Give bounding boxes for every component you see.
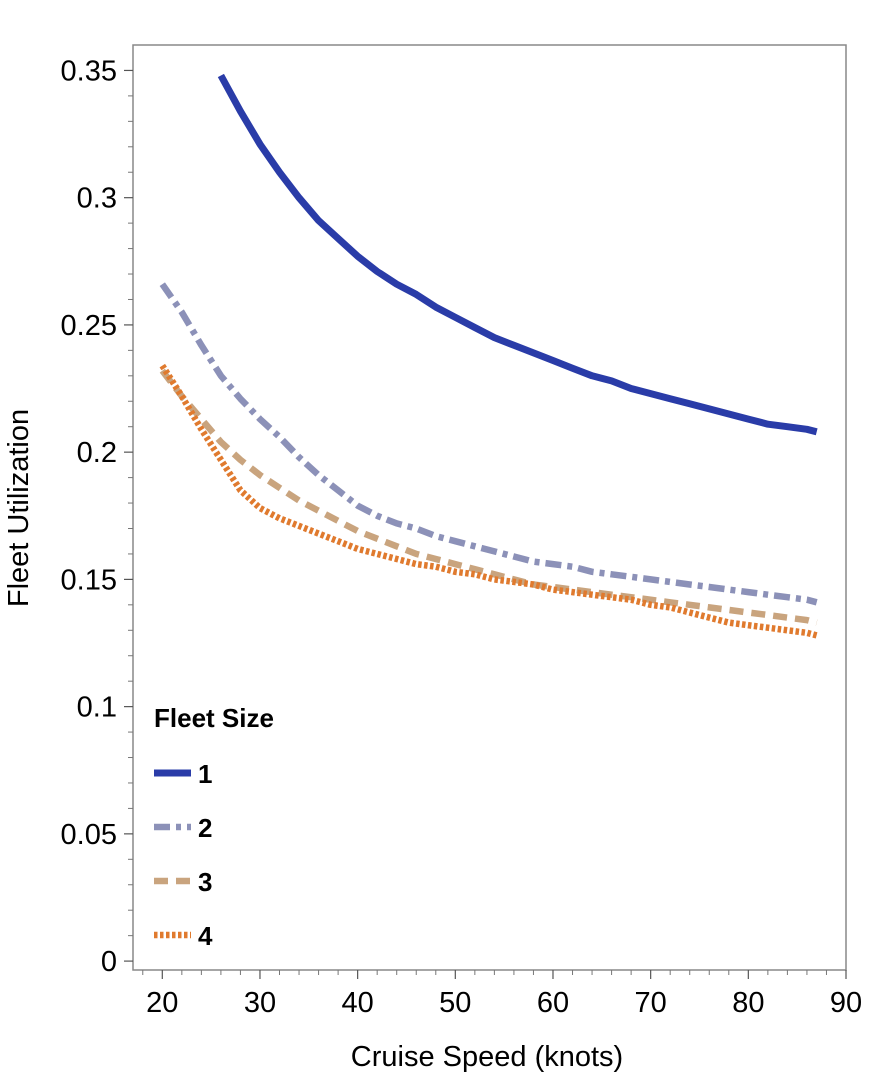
x-tick-label: 30 (244, 987, 276, 1019)
y-tick-label: 0.1 (77, 692, 117, 724)
y-tick-label: 0.3 (77, 183, 117, 215)
y-tick-label: 0.35 (61, 55, 117, 87)
x-tick-label: 40 (342, 987, 374, 1019)
legend-label-1: 1 (198, 759, 212, 789)
series-line-1 (217, 73, 818, 436)
series-line-2 (159, 282, 818, 606)
plot-frame (132, 44, 847, 971)
y-axis-title: Fleet Utilization (3, 409, 35, 607)
legend-title: Fleet Size (154, 703, 274, 733)
y-axis-ticks (124, 69, 133, 962)
y-axis-tick-labels: 0 0.05 0.1 0.15 0.2 0.25 0.3 0.35 (61, 55, 117, 978)
x-tick-label: 50 (439, 987, 471, 1019)
series-line-3 (159, 368, 818, 626)
series-lines (159, 73, 818, 639)
y-tick-label: 0.05 (61, 819, 117, 851)
x-axis-title: Cruise Speed (knots) (351, 1041, 623, 1073)
legend: Fleet Size 1 2 3 4 (154, 703, 274, 951)
x-tick-label: 70 (635, 987, 667, 1019)
x-tick-label: 60 (537, 987, 569, 1019)
y-tick-label: 0.2 (77, 437, 117, 469)
x-tick-label: 80 (732, 987, 764, 1019)
legend-label-2: 2 (198, 813, 212, 843)
y-tick-label: 0.25 (61, 310, 117, 342)
legend-label-4: 4 (198, 921, 213, 951)
x-axis-tick-labels: 20 30 40 50 60 70 80 90 (146, 987, 862, 1019)
y-tick-label: 0.15 (61, 564, 117, 596)
series-line-4 (159, 363, 818, 639)
y-tick-label: 0 (101, 946, 117, 978)
x-axis-ticks (142, 970, 847, 979)
legend-label-3: 3 (198, 867, 212, 897)
x-tick-label: 90 (830, 987, 862, 1019)
x-tick-label: 20 (146, 987, 178, 1019)
